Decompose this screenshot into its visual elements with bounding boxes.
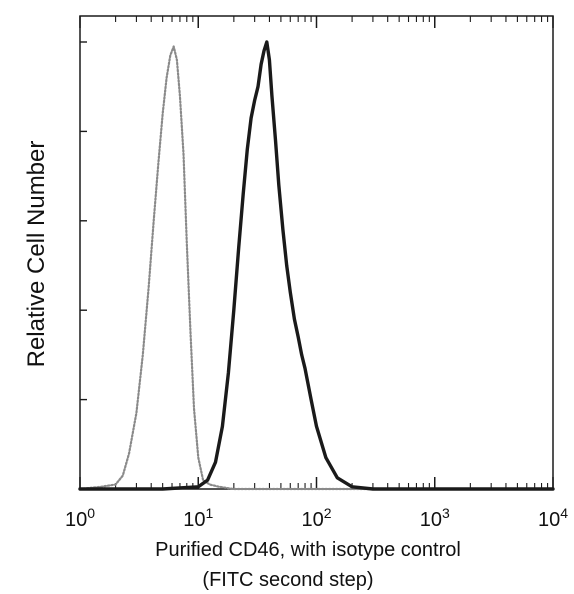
x-tick-label-1: 101 (183, 505, 213, 531)
isotype-control-histogram (78, 45, 555, 491)
cd46-histogram (78, 40, 555, 491)
x-tick-label-3: 103 (420, 505, 450, 531)
x-tick-label-4: 104 (538, 505, 568, 531)
x-axis-ticks (79, 16, 554, 489)
x-axis-label-line-2: (FITC second step) (202, 569, 373, 591)
x-tick-label-0: 100 (65, 505, 95, 531)
series-layer (78, 40, 555, 491)
plot-area (78, 15, 555, 491)
y-axis-label: Relative Cell Number (23, 141, 50, 368)
x-tick-label-2: 102 (301, 505, 331, 531)
x-tick-labels: 100 101 102 103 104 (65, 505, 568, 531)
x-axis-label-line-1: Purified CD46, with isotype control (155, 539, 461, 561)
y-axis-ticks (80, 41, 87, 490)
